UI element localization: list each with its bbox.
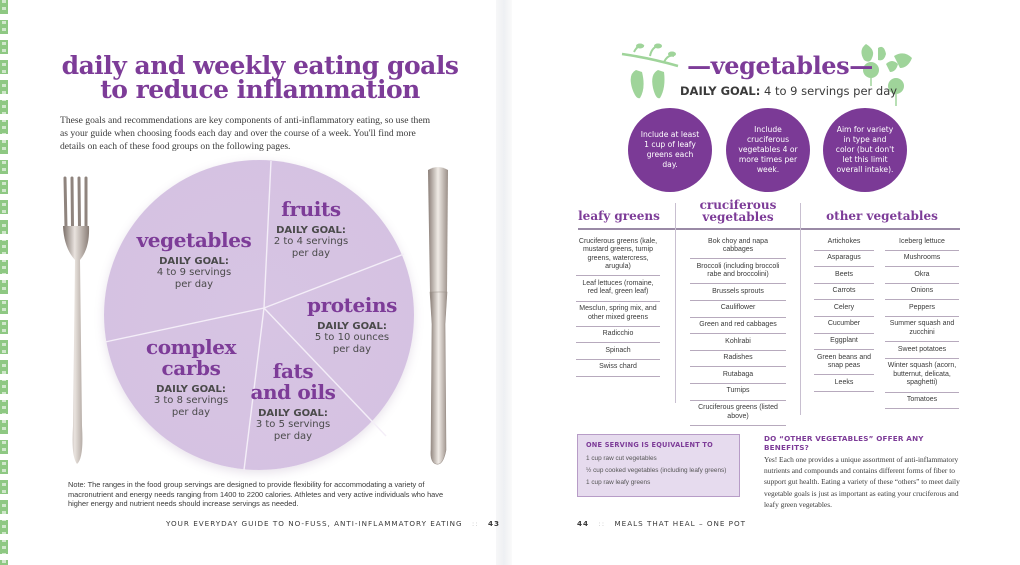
list-item: Mushrooms: [885, 251, 959, 268]
benefit-answer: Yes! Each one provides a unique assortme…: [764, 455, 960, 509]
list-item: Leeks: [814, 375, 874, 392]
plate-segment-proteins: proteins DAILY GOAL: 5 to 10 ounces per …: [306, 293, 398, 356]
pepper-plant-icon: [621, 43, 679, 99]
section-title: —vegetables—: [687, 51, 873, 80]
page-title: daily and weekly eating goals to reduce …: [60, 51, 460, 104]
serving-item: ½ cup cooked vegetables (including leafy…: [586, 467, 727, 474]
beet-plant-icon: [861, 44, 912, 106]
footer-left: YOUR EVERYDAY GUIDE TO NO-FUSS, ANTI-INF…: [166, 519, 500, 528]
benefit-question: DO “OTHER VEGETABLES” OFFER ANY BENEFITS…: [764, 434, 924, 452]
list-item: Iceberg lettuce: [885, 234, 959, 251]
plate-diagram: [104, 160, 414, 470]
list-item: Leaf lettuces (romaine, red leaf, green …: [576, 276, 660, 302]
tip-circle-cruciferous: Include cruciferous vegetables 4 or more…: [726, 108, 810, 192]
list-item: Brussels sprouts: [690, 284, 786, 301]
tip-circle-leafy-greens: Include at least 1 cup of leafy greens e…: [628, 108, 712, 192]
list-item: Bok choy and napa cabbages: [690, 234, 786, 260]
serving-item: 1 cup raw cut vegetables: [586, 455, 657, 462]
list-item: Winter squash (acorn, butternut, delicat…: [885, 359, 959, 393]
list-item: Spinach: [576, 343, 660, 360]
green-pattern-edge: [0, 0, 8, 565]
list-item: Celery: [814, 300, 874, 317]
footer-separator: ::: [471, 519, 479, 528]
book-gutter: [496, 0, 512, 565]
list-item: Cauliflower: [690, 301, 786, 318]
intro-paragraph: These goals and recommendations are key …: [60, 115, 431, 152]
list-item: Broccoli (including broccoli rabe and br…: [690, 259, 786, 285]
tip-circle-variety: Aim for variety in type and color (but d…: [823, 108, 907, 192]
plate-segment-vegetables: vegetables DAILY GOAL: 4 to 9 servings p…: [136, 228, 252, 291]
heading-other-vegetables: other vegetables: [826, 209, 938, 223]
list-item: Peppers: [885, 300, 959, 317]
list-item: Turnips: [690, 384, 786, 401]
title-line-1: daily and weekly eating goals: [61, 51, 459, 80]
list-item: Cruciferous greens (kale, mustard greens…: [576, 234, 660, 277]
list-item: Swiss chard: [576, 360, 660, 377]
list-item: Green and red cabbages: [690, 318, 786, 335]
heading-divider: [578, 228, 960, 230]
heading-cruciferous: cruciferous vegetables: [699, 198, 777, 224]
list-item: Carrots: [814, 284, 874, 301]
list-item: Radicchio: [576, 327, 660, 344]
fork-icon: [63, 176, 90, 464]
serving-item: 1 cup raw leafy greens: [586, 479, 651, 486]
footer-right: 44 :: MEALS THAT HEAL – ONE POT: [577, 519, 746, 528]
list-item: Green beans and snap peas: [814, 350, 874, 376]
plate-segment-fruits: fruits DAILY GOAL: 2 to 4 servings per d…: [273, 197, 349, 260]
list-item: Cruciferous greens (listed above): [690, 401, 786, 426]
list-other-vegetables-a: Artichokes Asparagus Beets Carrots Celer…: [814, 234, 874, 392]
list-item: Sweet potatoes: [885, 342, 959, 359]
column-divider: [800, 203, 801, 415]
page-number: 43: [488, 519, 501, 528]
running-head: MEALS THAT HEAL – ONE POT: [614, 519, 747, 528]
servings-note: Note: The ranges in the food group servi…: [68, 480, 444, 509]
list-item: Okra: [885, 267, 959, 284]
list-item: Tomatoes: [885, 393, 959, 410]
heading-leafy-greens: leafy greens: [578, 209, 660, 223]
list-item: Rutabaga: [690, 367, 786, 384]
list-item: Mesclun, spring mix, and other mixed gre…: [576, 302, 660, 327]
list-item: Cucumber: [814, 317, 874, 334]
plate-dividers: [104, 160, 405, 470]
list-item: Onions: [885, 284, 959, 301]
list-item: Radishes: [690, 351, 786, 368]
list-item: Artichokes: [814, 234, 874, 251]
page-number: 44: [577, 519, 590, 528]
title-line-2: to reduce inflammation: [100, 75, 420, 104]
list-leafy-greens: Cruciferous greens (kale, mustard greens…: [576, 234, 660, 377]
list-item: Kohlrabi: [690, 334, 786, 351]
daily-goal: DAILY GOAL: 4 to 9 servings per day: [680, 84, 898, 98]
serving-equivalent-box: ONE SERVING IS EQUIVALENT TO 1 cup raw c…: [577, 434, 740, 497]
benefit-sidebar: DO “OTHER VEGETABLES” OFFER ANY BENEFITS…: [764, 434, 962, 510]
list-other-vegetables-b: Iceberg lettuce Mushrooms Okra Onions Pe…: [885, 234, 959, 410]
list-item: Asparagus: [814, 251, 874, 268]
list-item: Summer squash and zucchini: [885, 317, 959, 343]
footer-separator: ::: [598, 519, 606, 528]
column-divider: [675, 203, 676, 403]
plate-segment-fats-and-oils: fats and oils DAILY GOAL: 3 to 5 serving…: [250, 359, 336, 443]
serving-box-title: ONE SERVING IS EQUIVALENT TO: [586, 441, 713, 449]
running-head: YOUR EVERYDAY GUIDE TO NO-FUSS, ANTI-INF…: [166, 519, 463, 528]
list-item: Eggplant: [814, 334, 874, 351]
plate-segment-complex-carbs: complex carbs DAILY GOAL: 3 to 8 serving…: [145, 335, 237, 419]
list-cruciferous: Bok choy and napa cabbages Broccoli (inc…: [690, 234, 786, 426]
list-item: Beets: [814, 267, 874, 284]
knife-icon: [428, 167, 448, 465]
